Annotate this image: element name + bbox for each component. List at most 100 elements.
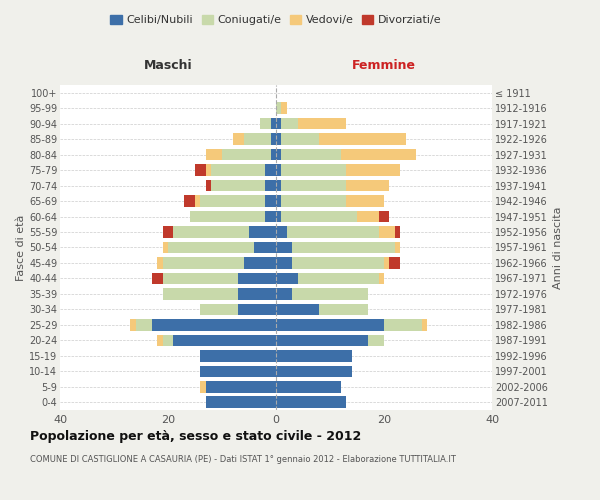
Bar bbox=[238, 288, 276, 300]
Bar bbox=[276, 102, 281, 114]
Bar bbox=[173, 226, 249, 238]
Bar bbox=[281, 180, 346, 192]
Bar bbox=[195, 196, 200, 207]
Bar bbox=[206, 180, 211, 192]
Bar bbox=[200, 304, 238, 315]
Bar bbox=[276, 226, 287, 238]
Text: Maschi: Maschi bbox=[143, 60, 193, 72]
Bar bbox=[276, 319, 384, 330]
Bar bbox=[157, 334, 163, 346]
Y-axis label: Anni di nascita: Anni di nascita bbox=[553, 206, 563, 288]
Bar bbox=[173, 334, 276, 346]
Bar bbox=[200, 381, 206, 392]
Bar bbox=[276, 118, 281, 130]
Bar bbox=[357, 210, 379, 222]
Bar bbox=[200, 366, 276, 377]
Bar bbox=[163, 226, 173, 238]
Bar bbox=[281, 149, 341, 160]
Bar bbox=[206, 164, 211, 176]
Bar bbox=[244, 257, 276, 269]
Bar bbox=[384, 319, 422, 330]
Bar bbox=[233, 134, 244, 145]
Bar bbox=[249, 226, 276, 238]
Bar bbox=[206, 396, 276, 408]
Bar bbox=[271, 149, 276, 160]
Text: Femmine: Femmine bbox=[352, 60, 416, 72]
Bar bbox=[276, 134, 281, 145]
Bar bbox=[287, 226, 379, 238]
Bar bbox=[379, 210, 389, 222]
Bar bbox=[298, 118, 346, 130]
Bar bbox=[276, 366, 352, 377]
Bar bbox=[136, 319, 152, 330]
Bar bbox=[152, 319, 276, 330]
Text: COMUNE DI CASTIGLIONE A CASAURIA (PE) - Dati ISTAT 1° gennaio 2012 - Elaborazion: COMUNE DI CASTIGLIONE A CASAURIA (PE) - … bbox=[30, 455, 456, 464]
Bar bbox=[265, 180, 276, 192]
Legend: Celibi/Nubili, Coniugati/e, Vedovi/e, Divorziati/e: Celibi/Nubili, Coniugati/e, Vedovi/e, Di… bbox=[106, 10, 446, 30]
Bar bbox=[341, 149, 416, 160]
Bar bbox=[265, 196, 276, 207]
Y-axis label: Fasce di età: Fasce di età bbox=[16, 214, 26, 280]
Bar bbox=[163, 288, 238, 300]
Bar bbox=[395, 226, 400, 238]
Bar bbox=[238, 304, 276, 315]
Bar bbox=[200, 350, 276, 362]
Bar bbox=[276, 396, 346, 408]
Bar bbox=[281, 210, 357, 222]
Bar bbox=[276, 242, 292, 254]
Bar bbox=[163, 242, 168, 254]
Bar bbox=[163, 334, 173, 346]
Bar bbox=[292, 242, 395, 254]
Bar bbox=[163, 257, 244, 269]
Bar bbox=[368, 334, 384, 346]
Bar bbox=[298, 272, 379, 284]
Bar bbox=[195, 164, 206, 176]
Bar bbox=[281, 196, 346, 207]
Bar bbox=[271, 118, 276, 130]
Bar bbox=[130, 319, 136, 330]
Bar bbox=[276, 304, 319, 315]
Bar bbox=[271, 134, 276, 145]
Bar bbox=[281, 134, 319, 145]
Bar bbox=[292, 257, 384, 269]
Bar bbox=[281, 164, 346, 176]
Bar bbox=[276, 350, 352, 362]
Bar bbox=[276, 180, 281, 192]
Bar bbox=[168, 242, 254, 254]
Bar bbox=[276, 149, 281, 160]
Bar bbox=[276, 381, 341, 392]
Bar bbox=[384, 257, 389, 269]
Bar bbox=[319, 304, 368, 315]
Bar bbox=[276, 164, 281, 176]
Bar bbox=[281, 102, 287, 114]
Bar bbox=[276, 196, 281, 207]
Bar bbox=[281, 118, 298, 130]
Bar bbox=[395, 242, 400, 254]
Bar bbox=[265, 164, 276, 176]
Bar bbox=[200, 196, 265, 207]
Bar bbox=[222, 149, 271, 160]
Text: Popolazione per età, sesso e stato civile - 2012: Popolazione per età, sesso e stato civil… bbox=[30, 430, 361, 443]
Bar bbox=[190, 210, 265, 222]
Bar bbox=[244, 134, 271, 145]
Bar bbox=[346, 196, 384, 207]
Bar bbox=[276, 288, 292, 300]
Bar bbox=[319, 134, 406, 145]
Bar bbox=[211, 164, 265, 176]
Bar bbox=[260, 118, 271, 130]
Bar bbox=[422, 319, 427, 330]
Bar bbox=[379, 272, 384, 284]
Bar bbox=[211, 180, 265, 192]
Bar bbox=[206, 381, 276, 392]
Bar bbox=[265, 210, 276, 222]
Bar bbox=[346, 180, 389, 192]
Bar bbox=[276, 257, 292, 269]
Bar bbox=[152, 272, 163, 284]
Bar bbox=[206, 149, 222, 160]
Bar bbox=[389, 257, 400, 269]
Bar bbox=[346, 164, 400, 176]
Bar bbox=[238, 272, 276, 284]
Bar bbox=[276, 334, 368, 346]
Bar bbox=[254, 242, 276, 254]
Bar bbox=[276, 210, 281, 222]
